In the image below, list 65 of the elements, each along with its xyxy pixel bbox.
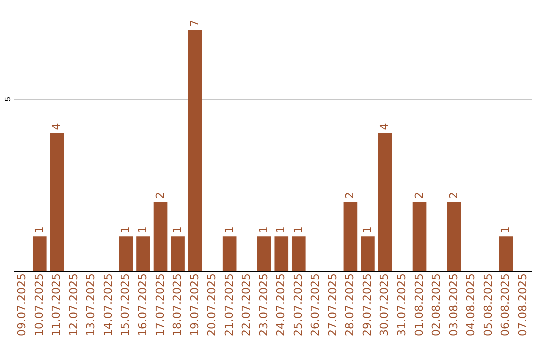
bar xyxy=(361,236,375,271)
x-tick-label: 05.08.2025 xyxy=(482,274,495,336)
data-label: 1 xyxy=(222,226,236,234)
bar xyxy=(274,236,289,271)
bar xyxy=(378,133,392,271)
data-label: 4 xyxy=(378,123,392,130)
x-tick-label: 24.07.2025 xyxy=(274,274,288,336)
data-label: 7 xyxy=(188,20,202,27)
x-tick-label: 14.07.2025 xyxy=(102,274,115,336)
x-tick-label: 15.07.2025 xyxy=(119,274,132,336)
data-label: 1 xyxy=(171,226,184,234)
bar xyxy=(136,236,150,271)
x-tick-label: 11.07.2025 xyxy=(50,274,64,336)
y-tick-label: 5 xyxy=(4,96,12,102)
data-label: 1 xyxy=(257,226,270,234)
bar xyxy=(32,236,47,271)
bar xyxy=(50,133,64,271)
data-label: 1 xyxy=(32,226,46,234)
x-tick-label: 26.07.2025 xyxy=(309,274,322,336)
x-tick-label: 10.07.2025 xyxy=(32,274,46,336)
x-tick-label: 20.07.2025 xyxy=(206,274,219,336)
x-tick-label: 04.08.2025 xyxy=(464,274,478,336)
x-tick-label: 03.08.2025 xyxy=(447,274,460,336)
x-tick-label: 17.07.2025 xyxy=(154,274,167,336)
data-label: 1 xyxy=(360,226,374,234)
x-tick-label: 12.07.2025 xyxy=(67,274,80,336)
data-label: 2 xyxy=(447,192,460,200)
x-tick-label: 27.07.2025 xyxy=(326,274,340,336)
x-tick-label: 18.07.2025 xyxy=(171,274,184,336)
data-label: 2 xyxy=(412,192,426,200)
bar xyxy=(257,236,272,271)
data-label: 1 xyxy=(499,226,512,234)
data-label: 2 xyxy=(154,192,167,200)
x-tick-label: 21.07.2025 xyxy=(222,274,236,336)
x-tick-label: 09.07.2025 xyxy=(16,274,29,336)
bar xyxy=(154,202,168,271)
x-tick-label: 31.07.2025 xyxy=(396,274,408,336)
x-tick-label: 06.08.2025 xyxy=(499,274,512,336)
x-tick-label: 25.07.2025 xyxy=(292,274,305,336)
x-tick-label: 02.08.2025 xyxy=(430,274,444,336)
data-label: 1 xyxy=(292,226,305,234)
x-tick-label: 30.07.2025 xyxy=(378,274,392,336)
x-tick-label: 23.07.2025 xyxy=(257,274,270,336)
bar xyxy=(344,202,358,271)
bar xyxy=(119,236,134,271)
bar xyxy=(292,236,306,271)
x-tick-label: 28.07.2025 xyxy=(344,274,357,336)
x-tick-label: 22.07.2025 xyxy=(240,274,254,336)
data-label: 1 xyxy=(119,226,132,234)
x-tick-label: 01.08.2025 xyxy=(412,274,426,336)
data-label: 4 xyxy=(50,123,64,130)
data-label: 1 xyxy=(274,226,288,234)
data-label: 1 xyxy=(136,226,150,234)
bar xyxy=(171,236,185,271)
x-tick-label: 29.07.2025 xyxy=(360,274,374,336)
x-tick-label: 16.07.2025 xyxy=(136,274,150,336)
bar xyxy=(412,202,427,271)
x-tick-label: 13.07.2025 xyxy=(84,274,98,336)
bar xyxy=(447,202,462,271)
bar xyxy=(499,236,514,271)
bar xyxy=(188,30,202,271)
bar xyxy=(222,236,237,271)
x-tick-label: 07.08.2025 xyxy=(516,274,530,336)
x-tick-label: 19.07.2025 xyxy=(188,274,202,336)
data-label: 2 xyxy=(344,192,357,200)
